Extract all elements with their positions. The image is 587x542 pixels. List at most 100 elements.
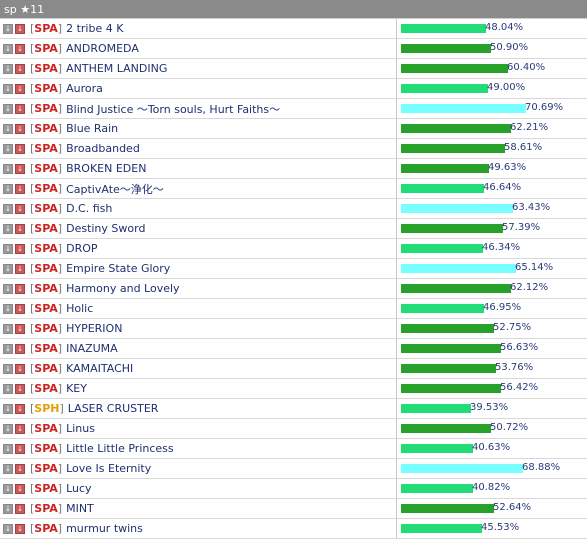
down-arrow-icon[interactable]: ↓	[3, 483, 13, 494]
down-arrow-red-icon[interactable]: ↓	[15, 303, 25, 314]
song-title[interactable]: Empire State Glory	[66, 262, 171, 275]
table-row[interactable]: ↓↓→[SPA]murmur twins 45.53%	[0, 519, 587, 539]
down-arrow-icon[interactable]: ↓	[3, 343, 13, 354]
down-arrow-icon[interactable]: ↓	[3, 323, 13, 334]
table-row[interactable]: ↓↓→[SPH]LASER CRUSTER 39.53%	[0, 399, 587, 419]
song-title[interactable]: Blind Justice ～Torn souls, Hurt Faiths～	[66, 102, 281, 116]
song-title[interactable]: D.C. fish	[66, 202, 113, 215]
table-row[interactable]: ↓↓→[SPA]Holic 46.95%	[0, 299, 587, 319]
table-row[interactable]: ↓↓→[SPA]KAMAITACHI 53.76%	[0, 359, 587, 379]
down-arrow-red-icon[interactable]: ↓	[15, 63, 25, 74]
down-arrow-icon[interactable]: ↓	[3, 203, 13, 214]
table-row[interactable]: ↓↓→[SPA]2 tribe 4 K 48.04%	[0, 19, 587, 39]
song-title[interactable]: Destiny Sword	[66, 222, 146, 235]
down-arrow-icon[interactable]: ↓	[3, 183, 13, 194]
song-title[interactable]: Lucy	[66, 482, 92, 495]
song-title[interactable]: BROKEN EDEN	[66, 162, 147, 175]
table-row[interactable]: ↓↓→[SPA]BROKEN EDEN 49.63%	[0, 159, 587, 179]
table-row[interactable]: ↓↓→[SPA]INAZUMA 56.63%	[0, 339, 587, 359]
table-row[interactable]: ↓↓→[SPA]Broadbanded 58.61%	[0, 139, 587, 159]
down-arrow-icon[interactable]: ↓	[3, 103, 13, 114]
down-arrow-icon[interactable]: ↓	[3, 83, 13, 94]
down-arrow-red-icon[interactable]: ↓	[15, 263, 25, 274]
song-title[interactable]: DROP	[66, 242, 98, 255]
down-arrow-icon[interactable]: ↓	[3, 463, 13, 474]
song-title[interactable]: KEY	[66, 382, 87, 395]
down-arrow-icon[interactable]: ↓	[3, 283, 13, 294]
down-arrow-red-icon[interactable]: ↓	[15, 243, 25, 254]
down-arrow-red-icon[interactable]: ↓	[15, 523, 25, 534]
down-arrow-red-icon[interactable]: ↓	[15, 363, 25, 374]
down-arrow-icon[interactable]: ↓	[3, 403, 13, 414]
down-arrow-red-icon[interactable]: ↓	[15, 183, 25, 194]
down-arrow-red-icon[interactable]: ↓	[15, 403, 25, 414]
down-arrow-red-icon[interactable]: ↓	[15, 443, 25, 454]
down-arrow-icon[interactable]: ↓	[3, 243, 13, 254]
song-title[interactable]: INAZUMA	[66, 342, 118, 355]
song-title[interactable]: ANTHEM LANDING	[66, 62, 168, 75]
table-row[interactable]: ↓↓→[SPA]Lucy 40.82%	[0, 479, 587, 499]
song-title[interactable]: ANDROMEDA	[66, 42, 139, 55]
table-row[interactable]: ↓↓→[SPA]Aurora 49.00%	[0, 79, 587, 99]
song-title[interactable]: CaptivAte～浄化～	[66, 182, 164, 196]
down-arrow-icon[interactable]: ↓	[3, 303, 13, 314]
song-title[interactable]: Holic	[66, 302, 94, 315]
song-title[interactable]: Aurora	[66, 82, 103, 95]
down-arrow-red-icon[interactable]: ↓	[15, 343, 25, 354]
table-row[interactable]: ↓↓→[SPA]Harmony and Lovely 62.12%	[0, 279, 587, 299]
table-row[interactable]: ↓↓→[SPA]ANTHEM LANDING 60.40%	[0, 59, 587, 79]
down-arrow-icon[interactable]: ↓	[3, 143, 13, 154]
table-row[interactable]: ↓↓→[SPA]CaptivAte～浄化～ 46.64%	[0, 179, 587, 199]
song-title[interactable]: Love Is Eternity	[66, 462, 152, 475]
down-arrow-icon[interactable]: ↓	[3, 23, 13, 34]
down-arrow-icon[interactable]: ↓	[3, 363, 13, 374]
table-row[interactable]: ↓↓→[SPA]Empire State Glory 65.14%	[0, 259, 587, 279]
song-title[interactable]: Blue Rain	[66, 122, 119, 135]
table-row[interactable]: ↓↓→[SPA]ANDROMEDA 50.90%	[0, 39, 587, 59]
table-row[interactable]: ↓↓→[SPA]DROP 46.34%	[0, 239, 587, 259]
down-arrow-red-icon[interactable]: ↓	[15, 323, 25, 334]
down-arrow-icon[interactable]: ↓	[3, 523, 13, 534]
song-title[interactable]: MINT	[66, 502, 94, 515]
down-arrow-icon[interactable]: ↓	[3, 63, 13, 74]
table-row[interactable]: ↓↓→[SPA]Destiny Sword 57.39%	[0, 219, 587, 239]
song-title[interactable]: 2 tribe 4 K	[66, 22, 124, 35]
down-arrow-red-icon[interactable]: ↓	[15, 203, 25, 214]
song-title[interactable]: Broadbanded	[66, 142, 140, 155]
down-arrow-icon[interactable]: ↓	[3, 443, 13, 454]
down-arrow-red-icon[interactable]: ↓	[15, 483, 25, 494]
song-title[interactable]: KAMAITACHI	[66, 362, 134, 375]
down-arrow-icon[interactable]: ↓	[3, 163, 13, 174]
table-row[interactable]: ↓↓→[SPA]MINT 52.64%	[0, 499, 587, 519]
table-row[interactable]: ↓↓→[SPA]D.C. fish 63.43%	[0, 199, 587, 219]
song-title[interactable]: Harmony and Lovely	[66, 282, 180, 295]
down-arrow-red-icon[interactable]: ↓	[15, 103, 25, 114]
down-arrow-icon[interactable]: ↓	[3, 43, 13, 54]
table-row[interactable]: ↓↓→[SPA]Linus 50.72%	[0, 419, 587, 439]
down-arrow-red-icon[interactable]: ↓	[15, 83, 25, 94]
table-row[interactable]: ↓↓→[SPA]Blue Rain 62.21%	[0, 119, 587, 139]
down-arrow-red-icon[interactable]: ↓	[15, 383, 25, 394]
down-arrow-red-icon[interactable]: ↓	[15, 223, 25, 234]
table-row[interactable]: ↓↓→[SPA]Love Is Eternity 68.88%	[0, 459, 587, 479]
down-arrow-icon[interactable]: ↓	[3, 503, 13, 514]
song-title[interactable]: Little Little Princess	[66, 442, 174, 455]
down-arrow-icon[interactable]: ↓	[3, 223, 13, 234]
down-arrow-red-icon[interactable]: ↓	[15, 43, 25, 54]
song-title[interactable]: Linus	[66, 422, 95, 435]
song-title[interactable]: LASER CRUSTER	[67, 402, 159, 415]
table-row[interactable]: ↓↓→[SPA]KEY 56.42%	[0, 379, 587, 399]
down-arrow-red-icon[interactable]: ↓	[15, 423, 25, 434]
down-arrow-red-icon[interactable]: ↓	[15, 143, 25, 154]
down-arrow-red-icon[interactable]: ↓	[15, 163, 25, 174]
song-title[interactable]: murmur twins	[66, 522, 143, 535]
down-arrow-red-icon[interactable]: ↓	[15, 123, 25, 134]
down-arrow-icon[interactable]: ↓	[3, 423, 13, 434]
down-arrow-red-icon[interactable]: ↓	[15, 463, 25, 474]
song-title[interactable]: HYPERION	[66, 322, 123, 335]
down-arrow-icon[interactable]: ↓	[3, 383, 13, 394]
table-row[interactable]: ↓↓→[SPA]HYPERION 52.75%	[0, 319, 587, 339]
table-row[interactable]: ↓↓→[SPA]Blind Justice ～Torn souls, Hurt …	[0, 99, 587, 119]
down-arrow-icon[interactable]: ↓	[3, 123, 13, 134]
down-arrow-red-icon[interactable]: ↓	[15, 503, 25, 514]
